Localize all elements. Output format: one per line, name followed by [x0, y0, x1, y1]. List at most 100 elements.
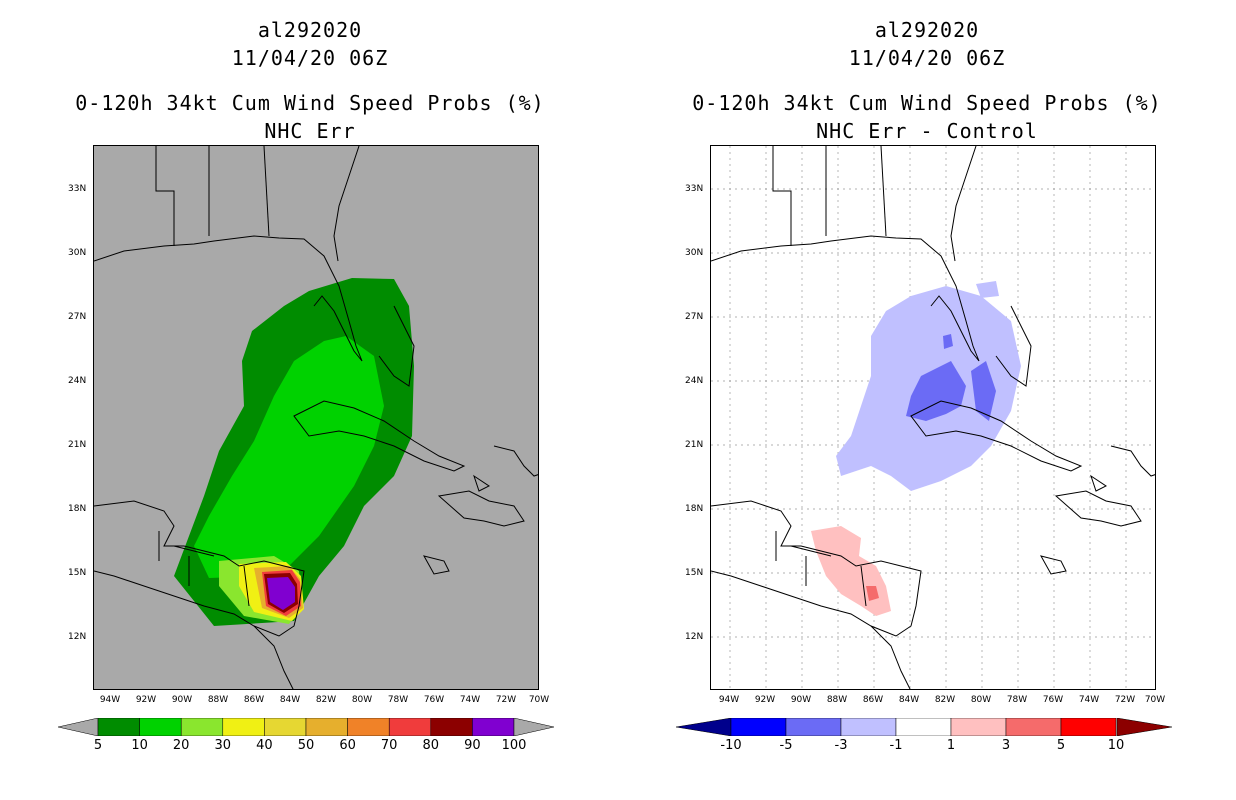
right-lon-84: 84W — [898, 695, 920, 705]
left-cbar-lower-arrow — [58, 718, 99, 736]
right-lat-30: 30N — [685, 248, 704, 258]
right-lon-74: 74W — [1078, 695, 1100, 705]
diff-neg-3-5b — [971, 361, 996, 421]
left-cbar-labels-label: 90 — [464, 738, 481, 753]
left-cbar-boxes-box — [180, 718, 224, 736]
right-lon-94: 94W — [718, 695, 740, 705]
prob-90-100 — [267, 577, 295, 610]
right-lon-80: 80W — [970, 695, 992, 705]
left-lon-92: 92W — [135, 695, 157, 705]
left-cbar-upper-arrow — [513, 718, 554, 736]
left-cbar-boxes-box — [305, 718, 348, 736]
left-subtitle: NHC Err — [264, 119, 356, 143]
right-cbar-boxes-box — [1060, 718, 1117, 736]
right-lon-72: 72W — [1114, 695, 1136, 705]
left-cbar-labels-label: 30 — [214, 738, 232, 753]
left-lon-94: 94W — [99, 695, 121, 705]
left-cbar-labels-label: 70 — [380, 738, 398, 753]
right-cbar-lower-arrow — [676, 718, 732, 736]
left-cbar-boxes-box — [139, 718, 182, 736]
right-lat-33: 33N — [685, 184, 704, 194]
right-subtitle: NHC Err - Control — [816, 119, 1038, 143]
left-cbar-labels-label: 40 — [256, 738, 273, 753]
right-cbar-upper-arrow — [1116, 718, 1172, 736]
right-lon-88: 88W — [826, 695, 848, 705]
right-cbar-boxes-box — [1005, 718, 1062, 736]
left-map — [93, 145, 539, 690]
right-cbar-labels-label: 10 — [1107, 738, 1125, 753]
diff-neg-1-3b — [976, 281, 999, 298]
right-lat-27: 27N — [685, 312, 704, 322]
left-product-title: 0-120h 34kt Cum Wind Speed Probs (%) — [75, 91, 545, 115]
right-cbar-labels-label: -1 — [889, 738, 903, 753]
right-cbar-labels-label: 3 — [1001, 738, 1011, 753]
right-lon-76: 76W — [1042, 695, 1064, 705]
right-coastlines — [711, 146, 1155, 689]
left-cbar-labels-label: 60 — [339, 738, 356, 753]
left-cbar-boxes-box — [388, 718, 432, 736]
right-lon-82: 82W — [934, 695, 956, 705]
left-cbar-boxes-box — [97, 718, 140, 736]
prob-10-20 — [194, 336, 384, 578]
left-cbar-labels-label: 50 — [297, 738, 315, 753]
left-lon-74: 74W — [459, 695, 481, 705]
left-lat-30: 30N — [68, 248, 87, 258]
left-cbar-labels-label: 80 — [422, 738, 440, 753]
right-cbar-boxes-box — [730, 718, 787, 736]
right-datetime: 11/04/20 06Z — [848, 46, 1006, 70]
left-lon-88: 88W — [207, 695, 229, 705]
right-lat-21: 21N — [685, 440, 704, 450]
right-cbar-labels-label: -5 — [779, 738, 793, 753]
diff-neg-3-5c — [943, 334, 953, 349]
right-cbar-labels-label: -10 — [720, 738, 742, 753]
right-lat-24: 24N — [685, 376, 704, 386]
left-lat-18: 18N — [68, 504, 87, 514]
left-cbar-boxes-box — [222, 718, 265, 736]
left-lon-72: 72W — [495, 695, 517, 705]
left-cbar-labels-label: 10 — [131, 738, 148, 753]
right-product-title: 0-120h 34kt Cum Wind Speed Probs (%) — [692, 91, 1162, 115]
left-cbar-boxes-box — [264, 718, 307, 736]
left-lon-78: 78W — [387, 695, 409, 705]
left-lon-86: 86W — [243, 695, 265, 705]
left-storm-id: al292020 — [257, 18, 363, 42]
right-map — [710, 145, 1156, 690]
left-lat-24: 24N — [68, 376, 87, 386]
right-cbar-boxes-box — [840, 718, 897, 736]
left-lon-82: 82W — [315, 695, 337, 705]
left-cbar-boxes-box — [430, 718, 473, 736]
coastlines — [94, 146, 538, 689]
right-cbar-boxes-box — [950, 718, 1007, 736]
left-cbar-labels-label: 100 — [501, 738, 527, 753]
right-storm-id: al292020 — [874, 18, 980, 42]
right-cbar-boxes-box — [785, 718, 842, 736]
left-lat-15: 15N — [68, 568, 87, 578]
left-lat-27: 27N — [68, 312, 87, 322]
left-lat-33: 33N — [68, 184, 87, 194]
right-colorbar — [676, 718, 1172, 736]
left-lon-90: 90W — [171, 695, 193, 705]
right-cbar-labels-label: 1 — [946, 738, 956, 753]
left-cbar-boxes-box — [347, 718, 390, 736]
diff-neg-3-5 — [906, 361, 966, 421]
left-cbar-labels-label: 20 — [172, 738, 190, 753]
diff-pos-3-5 — [866, 586, 879, 601]
right-cbar-labels-label: -3 — [834, 738, 848, 753]
right-cbar-boxes-box — [895, 718, 952, 736]
left-lon-76: 76W — [423, 695, 445, 705]
right-lat-15: 15N — [685, 568, 704, 578]
right-cbar-labels-label: 5 — [1056, 738, 1066, 753]
left-cbar-boxes-box — [472, 718, 515, 736]
right-lon-86: 86W — [862, 695, 884, 705]
left-lon-70: 70W — [528, 695, 550, 705]
right-lon-92: 92W — [754, 695, 776, 705]
left-datetime: 11/04/20 06Z — [231, 46, 389, 70]
left-lat-12: 12N — [68, 632, 87, 642]
left-map-graphics — [94, 146, 538, 689]
left-lon-80: 80W — [351, 695, 373, 705]
right-lat-18: 18N — [685, 504, 704, 514]
left-lon-84: 84W — [279, 695, 301, 705]
diff-pos-1-3 — [811, 526, 891, 616]
left-cbar-labels-label: 5 — [93, 738, 103, 753]
left-colorbar — [58, 718, 554, 736]
